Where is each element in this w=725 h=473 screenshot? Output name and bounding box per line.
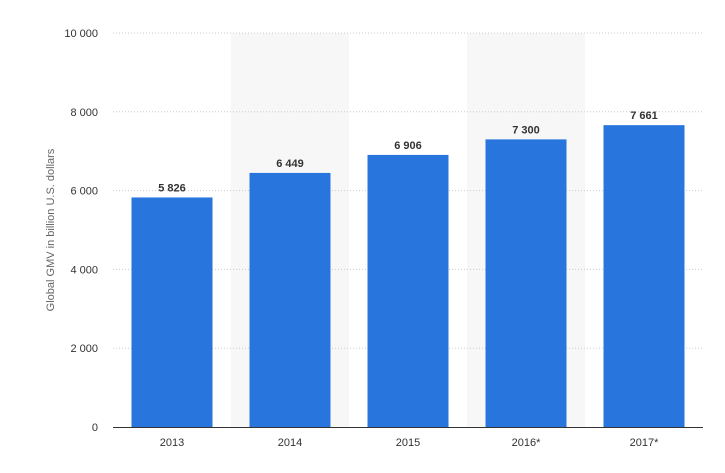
bars bbox=[131, 125, 685, 427]
bar bbox=[367, 154, 449, 427]
y-axis-label: Global GMV in billion U.S. dollars bbox=[45, 148, 57, 311]
x-tick-label: 2013 bbox=[160, 437, 184, 449]
bar bbox=[603, 125, 685, 427]
data-label: 7 661 bbox=[630, 110, 658, 122]
x-tick-label: 2017* bbox=[630, 437, 659, 449]
x-tick-label: 2015 bbox=[396, 437, 420, 449]
bar bbox=[131, 197, 213, 427]
data-labels: 5 826 6 449 6 906 7 300 7 661 bbox=[158, 110, 658, 194]
y-axis-ticks: 0 2 000 4 000 6 000 8 000 10 000 bbox=[64, 28, 98, 434]
x-axis-ticks: 2013 2014 2015 2016* 2017* bbox=[160, 437, 659, 449]
bar bbox=[249, 172, 331, 427]
y-tick-label: 4 000 bbox=[70, 264, 98, 276]
y-tick-label: 2 000 bbox=[70, 343, 98, 355]
data-label: 6 449 bbox=[276, 158, 304, 170]
data-label: 7 300 bbox=[512, 124, 540, 136]
data-label: 5 826 bbox=[158, 182, 186, 194]
y-tick-label: 10 000 bbox=[64, 28, 98, 40]
y-tick-label: 6 000 bbox=[70, 186, 98, 198]
y-tick-label: 0 bbox=[92, 422, 98, 434]
x-tick-label: 2014 bbox=[278, 437, 302, 449]
y-tick-label: 8 000 bbox=[70, 107, 98, 119]
x-tick-label: 2016* bbox=[512, 437, 541, 449]
data-label: 6 906 bbox=[394, 140, 422, 152]
bar bbox=[485, 139, 567, 427]
